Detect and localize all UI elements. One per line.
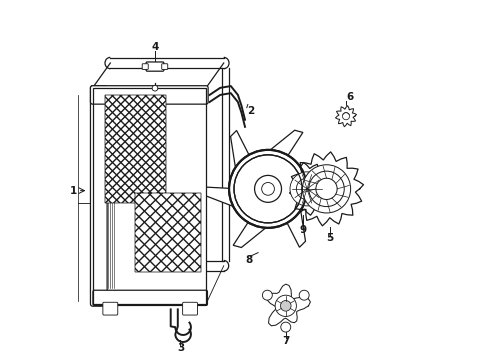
Polygon shape bbox=[300, 170, 334, 191]
Text: 4: 4 bbox=[151, 42, 159, 52]
Text: 7: 7 bbox=[282, 336, 290, 346]
FancyBboxPatch shape bbox=[91, 86, 208, 104]
FancyBboxPatch shape bbox=[183, 302, 197, 315]
FancyBboxPatch shape bbox=[142, 64, 148, 69]
Circle shape bbox=[290, 172, 324, 206]
Circle shape bbox=[302, 165, 351, 213]
Circle shape bbox=[229, 150, 307, 228]
Circle shape bbox=[255, 175, 282, 202]
Bar bbox=[135, 193, 201, 272]
Text: 9: 9 bbox=[300, 225, 307, 235]
Polygon shape bbox=[268, 130, 303, 157]
Circle shape bbox=[234, 155, 302, 223]
Circle shape bbox=[309, 171, 344, 207]
Circle shape bbox=[280, 301, 291, 311]
Polygon shape bbox=[281, 162, 333, 215]
FancyBboxPatch shape bbox=[91, 86, 107, 306]
Polygon shape bbox=[267, 284, 310, 326]
Bar bbox=[135, 193, 201, 272]
Bar bbox=[105, 95, 206, 292]
Text: 2: 2 bbox=[246, 106, 254, 116]
Bar bbox=[105, 95, 166, 203]
Bar bbox=[105, 95, 166, 203]
Circle shape bbox=[296, 178, 318, 199]
Circle shape bbox=[343, 113, 349, 120]
Circle shape bbox=[262, 183, 274, 195]
Polygon shape bbox=[202, 187, 236, 208]
Polygon shape bbox=[336, 106, 357, 127]
Circle shape bbox=[262, 290, 272, 300]
Polygon shape bbox=[286, 207, 305, 247]
Text: 3: 3 bbox=[178, 343, 185, 354]
Circle shape bbox=[302, 184, 312, 194]
Bar bbox=[93, 88, 206, 304]
FancyBboxPatch shape bbox=[103, 302, 118, 315]
Circle shape bbox=[299, 290, 309, 300]
Circle shape bbox=[152, 85, 158, 91]
Polygon shape bbox=[233, 221, 269, 247]
FancyBboxPatch shape bbox=[146, 62, 164, 71]
Polygon shape bbox=[231, 130, 250, 171]
Circle shape bbox=[275, 295, 296, 316]
Text: 1: 1 bbox=[70, 186, 77, 195]
FancyBboxPatch shape bbox=[162, 64, 168, 69]
Text: 6: 6 bbox=[346, 92, 353, 102]
Text: 5: 5 bbox=[326, 234, 334, 243]
Polygon shape bbox=[290, 152, 364, 226]
Text: 8: 8 bbox=[245, 255, 252, 265]
Circle shape bbox=[281, 322, 291, 332]
Circle shape bbox=[316, 178, 337, 199]
FancyBboxPatch shape bbox=[93, 290, 207, 306]
